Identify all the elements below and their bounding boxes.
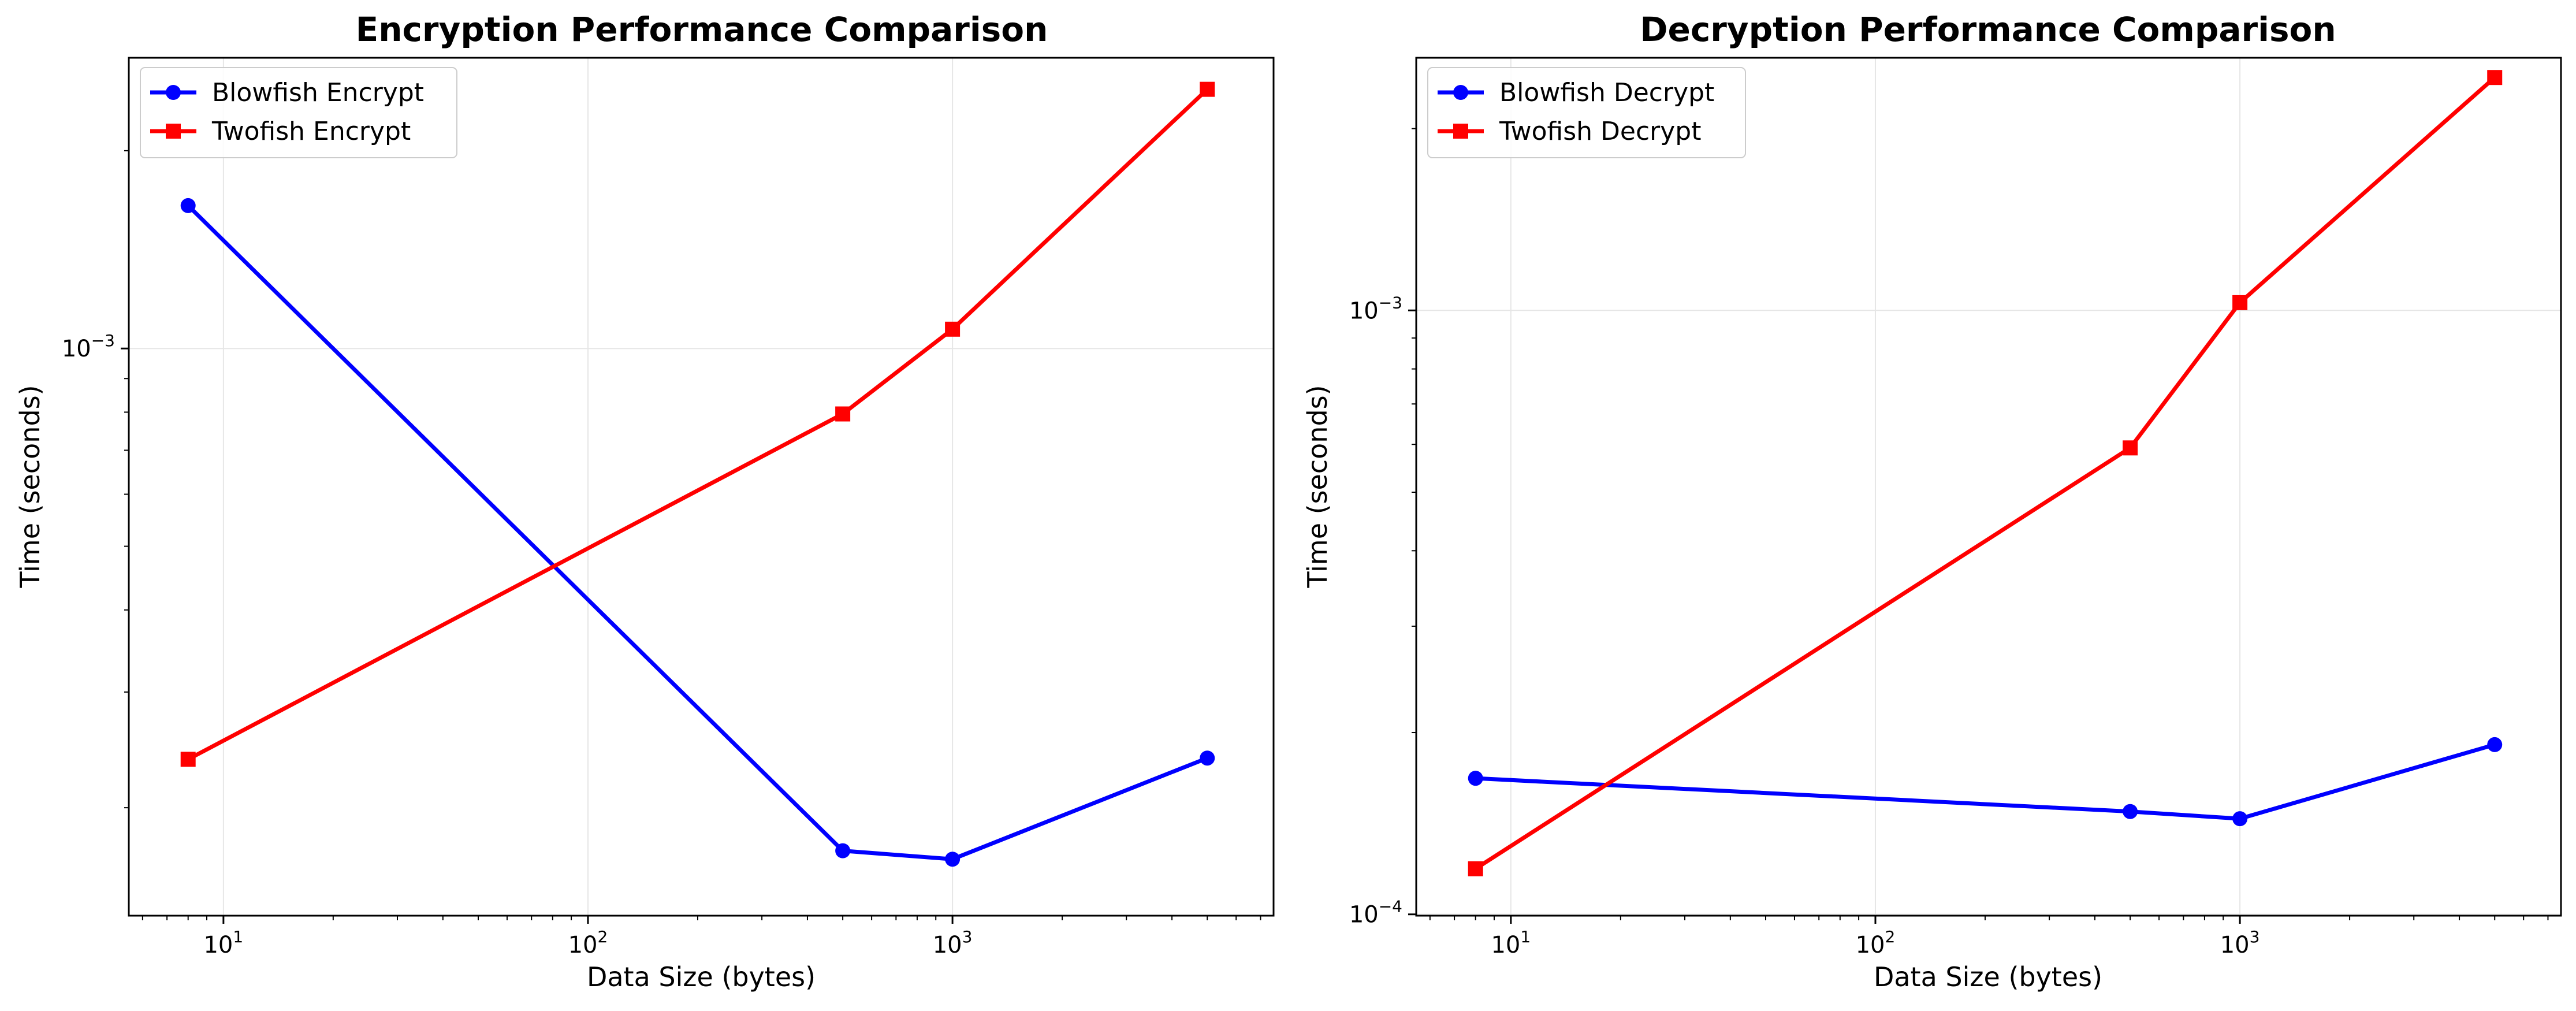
y-tick-label: 10−3 (62, 331, 115, 362)
legend-label-blowfish: Blowfish Decrypt (1499, 78, 1714, 107)
data-point-blowfish-encrypt (835, 843, 851, 858)
x-tick-label: 102 (1856, 927, 1896, 958)
series-line-twofish-decrypt (1474, 76, 2496, 871)
legend-marker-twofish (1453, 124, 1468, 139)
data-point-twofish-encrypt (1200, 81, 1215, 97)
legend-label-twofish: Twofish Encrypt (211, 117, 411, 146)
x-axis-label: Data Size (bytes) (1874, 961, 2102, 993)
data-point-twofish-decrypt (1468, 861, 1483, 876)
x-tick-label: 103 (933, 927, 973, 958)
data-point-blowfish-encrypt (945, 852, 961, 867)
chart-title: Encryption Performance Comparison (356, 10, 1048, 49)
data-point-twofish-decrypt (2487, 70, 2503, 86)
data-point-blowfish-encrypt (1200, 750, 1215, 766)
legend: Blowfish Encrypt Twofish Encrypt (140, 67, 457, 158)
data-point-twofish-encrypt (835, 406, 851, 422)
data-point-twofish-decrypt (2123, 440, 2138, 456)
series-markers (1468, 70, 2503, 876)
legend-marker-blowfish (166, 85, 181, 100)
data-point-blowfish-encrypt (180, 198, 196, 213)
major-ticks: 101 102 103 10−4 10−3 (1349, 293, 2260, 958)
grid (1416, 58, 2561, 916)
data-point-twofish-encrypt (945, 321, 961, 337)
series-line-twofish-encrypt (187, 88, 1209, 761)
x-tick-label: 103 (2220, 927, 2260, 958)
encryption-chart: Encryption Performance Comparison 101 102… (14, 10, 1275, 993)
series-lines (187, 88, 1209, 861)
series-line-blowfish-encrypt (187, 204, 1208, 861)
major-ticks: 101 102 103 10−3 (62, 331, 973, 958)
series-line-blowfish-decrypt (1475, 742, 2496, 821)
legend-box (140, 67, 457, 158)
y-axis-label: Time (seconds) (14, 385, 46, 588)
data-point-blowfish-decrypt (2123, 804, 2138, 819)
x-tick-label: 101 (203, 927, 243, 958)
data-point-twofish-decrypt (2232, 295, 2248, 310)
series-markers (180, 81, 1215, 867)
axes-frame (1415, 57, 2562, 917)
axes-frame (128, 57, 1275, 917)
y-tick-label: 10−4 (1349, 897, 1402, 928)
y-axis-label: Time (seconds) (1302, 385, 1333, 588)
legend-label-blowfish: Blowfish Encrypt (212, 78, 424, 107)
decryption-chart: Decryption Performance Comparison 101 102… (1302, 10, 2562, 993)
grid (129, 58, 1274, 916)
x-axis-label: Data Size (bytes) (587, 961, 816, 993)
data-point-blowfish-decrypt (2232, 811, 2248, 827)
data-point-blowfish-decrypt (1468, 771, 1483, 786)
x-tick-label: 102 (568, 927, 608, 958)
legend-marker-blowfish (1453, 85, 1468, 100)
x-tick-label: 101 (1491, 927, 1531, 958)
legend: Blowfish Decrypt Twofish Decrypt (1427, 67, 1746, 158)
data-point-twofish-encrypt (180, 752, 196, 767)
series-lines (1474, 76, 2496, 871)
legend-marker-twofish (166, 124, 181, 139)
y-tick-label: 10−3 (1349, 293, 1402, 324)
data-point-blowfish-decrypt (2487, 737, 2503, 752)
legend-label-twofish: Twofish Decrypt (1499, 117, 1701, 146)
chart-title: Decryption Performance Comparison (1640, 10, 2336, 49)
legend-box (1427, 67, 1746, 158)
